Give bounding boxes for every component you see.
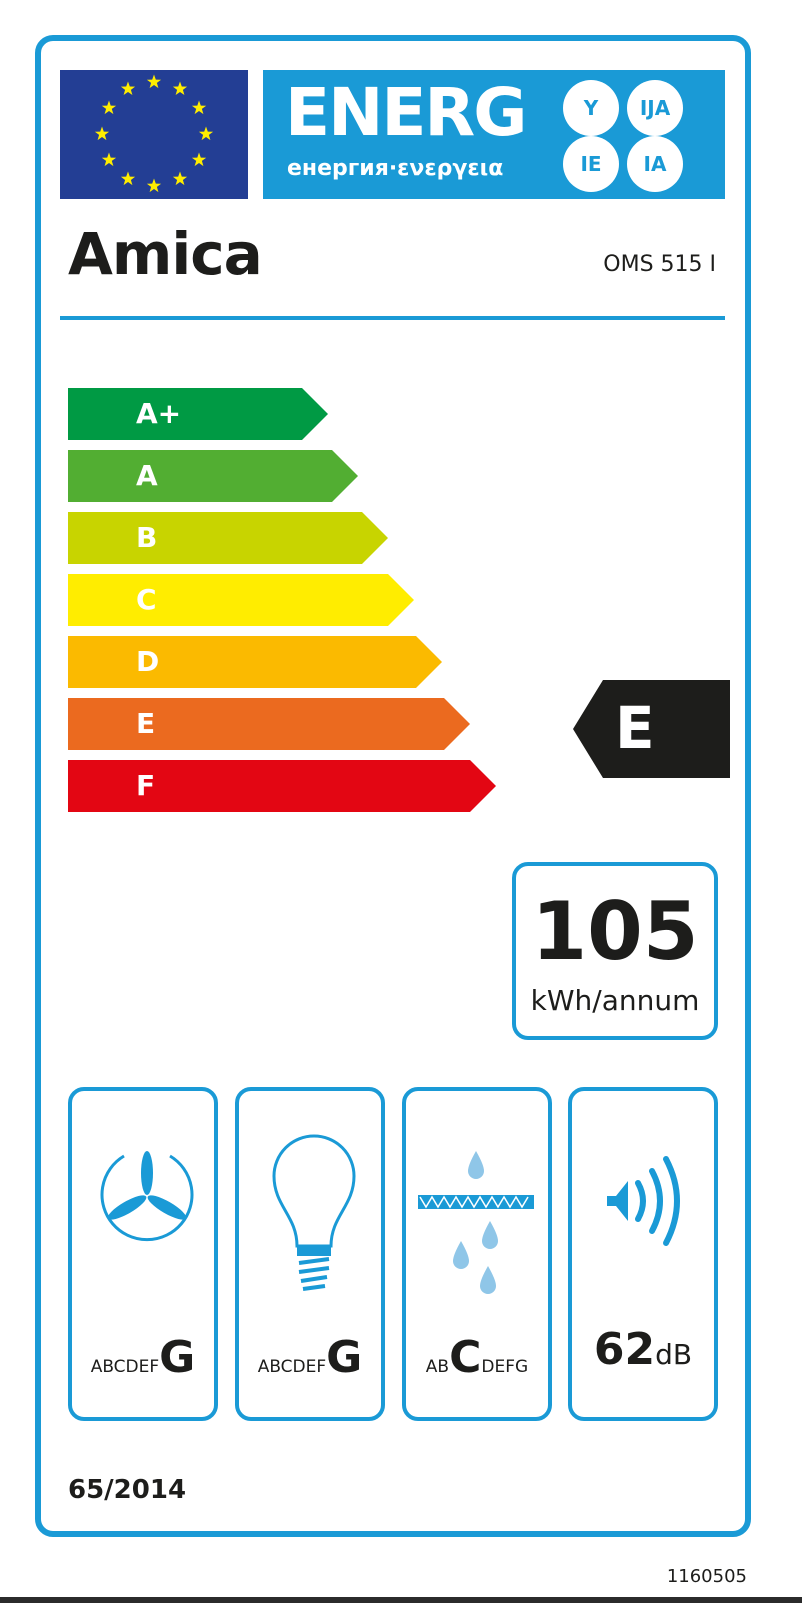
- energy-subtitle: енергия·ενεργεια: [287, 156, 504, 181]
- label-frame: [35, 35, 751, 1537]
- energy-class-label: F: [136, 769, 156, 802]
- star-icon: [101, 152, 117, 167]
- noise-box: 62dB: [568, 1087, 718, 1421]
- eu-flag-icon: [60, 70, 248, 199]
- star-icon: [191, 152, 207, 167]
- energy-class-label: B: [136, 521, 158, 554]
- regulation-number: 65/2014: [68, 1475, 187, 1505]
- grade-scale: ABCDEF: [257, 1357, 327, 1377]
- consumption-box: 105 kWh/annum: [512, 862, 718, 1040]
- fan-icon: [100, 1151, 194, 1242]
- energy-class-label: E: [136, 707, 156, 740]
- grade-value: G: [326, 1332, 363, 1383]
- energy-class-label: A+: [136, 397, 182, 430]
- star-icon: [120, 81, 136, 95]
- grade-scale: ABCDEF: [90, 1357, 160, 1377]
- light-bulb-icon: [272, 1134, 356, 1291]
- energy-class-label: C: [136, 583, 157, 616]
- suffix-badge: IJA: [627, 80, 683, 136]
- noise-value: 62: [593, 1324, 656, 1375]
- consumption-unit: kWh/annum: [530, 984, 700, 1017]
- energy-banner: ENERG енергия·ενεργεια Y IJA IE IA: [263, 70, 725, 199]
- star-icon: [198, 126, 214, 141]
- star-icon: [120, 171, 136, 186]
- grade-value: C: [449, 1332, 482, 1383]
- star-icon: [172, 171, 188, 186]
- star-icon: [146, 178, 162, 193]
- star-icon: [94, 126, 110, 141]
- speaker-noise-icon: [607, 1156, 680, 1246]
- consumption-value: 105: [531, 885, 699, 978]
- fan-efficiency-box: ABCDEFG: [68, 1087, 218, 1421]
- grade-value: G: [159, 1332, 196, 1383]
- model-number: OMS 515 I: [603, 252, 716, 277]
- grease-filter-icon: [418, 1151, 534, 1294]
- noise-unit: dB: [655, 1338, 693, 1371]
- energy-word: ENERG: [285, 74, 527, 151]
- energy-class-label: A: [136, 459, 158, 492]
- suffix-badge: IA: [627, 136, 683, 192]
- energy-class-label: D: [136, 645, 160, 678]
- star-icon: [101, 100, 117, 115]
- suffix-badge: IE: [563, 136, 619, 192]
- grade-scale: DEFG: [481, 1357, 529, 1377]
- star-icon: [172, 81, 188, 95]
- brand-name: Amica: [68, 220, 263, 288]
- star-icon: [146, 74, 162, 89]
- lighting-efficiency-box: ABCDEFG: [235, 1087, 385, 1421]
- rating-class: E: [615, 694, 655, 762]
- divider: [60, 316, 725, 320]
- star-icon: [191, 100, 207, 115]
- label-code: 1160505: [666, 1566, 747, 1587]
- rating-arrow: E: [573, 680, 730, 778]
- suffix-badge: Y: [563, 80, 619, 136]
- grade-scale: AB: [425, 1357, 450, 1377]
- grease-filter-box: ABCDEFG: [402, 1087, 552, 1421]
- bottom-strip: [0, 1597, 802, 1603]
